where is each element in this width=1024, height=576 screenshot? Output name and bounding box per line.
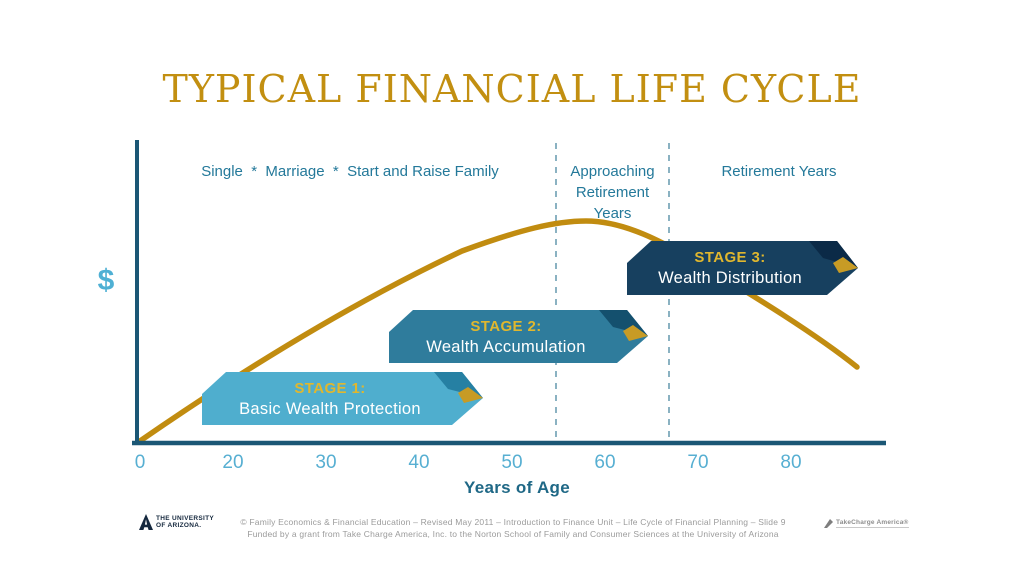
tca-logo-text: TakeCharge America® [836,519,909,528]
y-axis-dollar-label: $ [97,264,115,297]
x-tick-20: 20 [222,452,244,473]
wealth-curve [137,218,860,444]
x-tick-60: 60 [594,452,616,473]
university-of-arizona-logo: THE UNIVERSITY OF ARIZONA. [139,514,214,530]
x-tick-80: 80 [780,452,802,473]
take-charge-america-icon [824,519,833,528]
x-axis-title: Years of Age [464,478,570,497]
footer-line-2: Funded by a grant from Take Charge Ameri… [247,529,779,539]
x-tick-70: 70 [687,452,709,473]
ua-logo-line-2: OF ARIZONA. [156,522,202,529]
take-charge-america-logo: TakeCharge America® [824,519,909,528]
phase-label-retirement-years: Retirement Years [721,163,837,180]
phase-label-family: Single * Marriage * Start and Raise Fami… [201,163,499,180]
x-tick-50: 50 [501,452,523,473]
x-tick-40: 40 [408,452,430,473]
arizona-block-a-icon [139,514,153,530]
ua-logo-line-1: THE UNIVERSITY [156,514,215,522]
footer-line-1: © Family Economics & Financial Education… [240,517,786,527]
slide-title: TYPICAL FINANCIAL LIFE CYCLE [162,67,862,112]
footer-attribution: © Family Economics & Financial Education… [212,516,814,540]
x-tick-0: 0 [134,452,146,473]
x-tick-30: 30 [315,452,337,473]
phase-label-approaching-retirement: Approaching Retirement Years [570,163,655,222]
